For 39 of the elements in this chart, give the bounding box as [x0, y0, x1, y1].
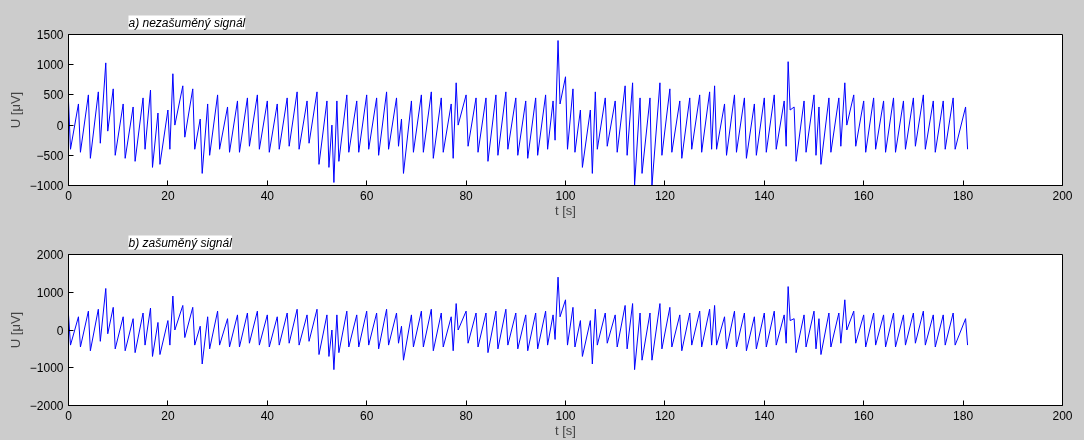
- x-tick-label: 180: [953, 408, 974, 423]
- y-axis-title: U [μV]: [7, 311, 23, 349]
- y-tick-label: 1000: [36, 58, 64, 73]
- line-series: [68, 276, 969, 371]
- y-tick-label: −2000: [29, 399, 64, 413]
- y-tick-label: 0: [56, 118, 64, 133]
- chart-title: b) zašuměný signál: [128, 235, 233, 250]
- x-tick-label: 160: [853, 188, 875, 203]
- y-tick-label: −1000: [29, 179, 64, 193]
- y-tick-label: 1000: [36, 285, 64, 300]
- x-tick-label: 20: [161, 188, 175, 203]
- x-tick-label: 200: [1052, 408, 1073, 423]
- x-tick-label: 140: [754, 408, 775, 423]
- x-tick-label: 100: [555, 408, 576, 423]
- y-tick-label: 2000: [36, 248, 64, 262]
- chart-title: a) nezašuměný signál: [128, 15, 246, 30]
- x-axis-title: t [s]: [555, 422, 576, 438]
- y-tick-label: 1500: [36, 28, 64, 42]
- x-tick-label: 20: [161, 408, 175, 423]
- x-tick-label: 40: [260, 408, 275, 423]
- line-series: [68, 40, 969, 186]
- y-tick-label: 500: [43, 88, 64, 103]
- x-tick-label: 160: [853, 408, 875, 423]
- x-tick-label: 120: [654, 188, 676, 203]
- x-axis-title: t [s]: [555, 202, 576, 218]
- x-tick-label: 180: [953, 188, 974, 203]
- y-tick-label: 0: [56, 323, 64, 338]
- x-tick-label: 200: [1052, 188, 1073, 203]
- x-tick-label: 40: [260, 188, 275, 203]
- x-tick-label: 60: [360, 188, 374, 203]
- x-tick-label: 100: [555, 188, 576, 203]
- x-tick-label: 60: [360, 408, 374, 423]
- y-tick-label: −1000: [29, 361, 64, 376]
- x-tick-label: 140: [754, 188, 775, 203]
- x-tick-label: 80: [459, 408, 474, 423]
- x-tick-label: 120: [654, 408, 676, 423]
- x-tick-label: 80: [459, 188, 474, 203]
- y-axis-title: U [μV]: [7, 91, 23, 129]
- y-tick-label: −500: [36, 148, 64, 163]
